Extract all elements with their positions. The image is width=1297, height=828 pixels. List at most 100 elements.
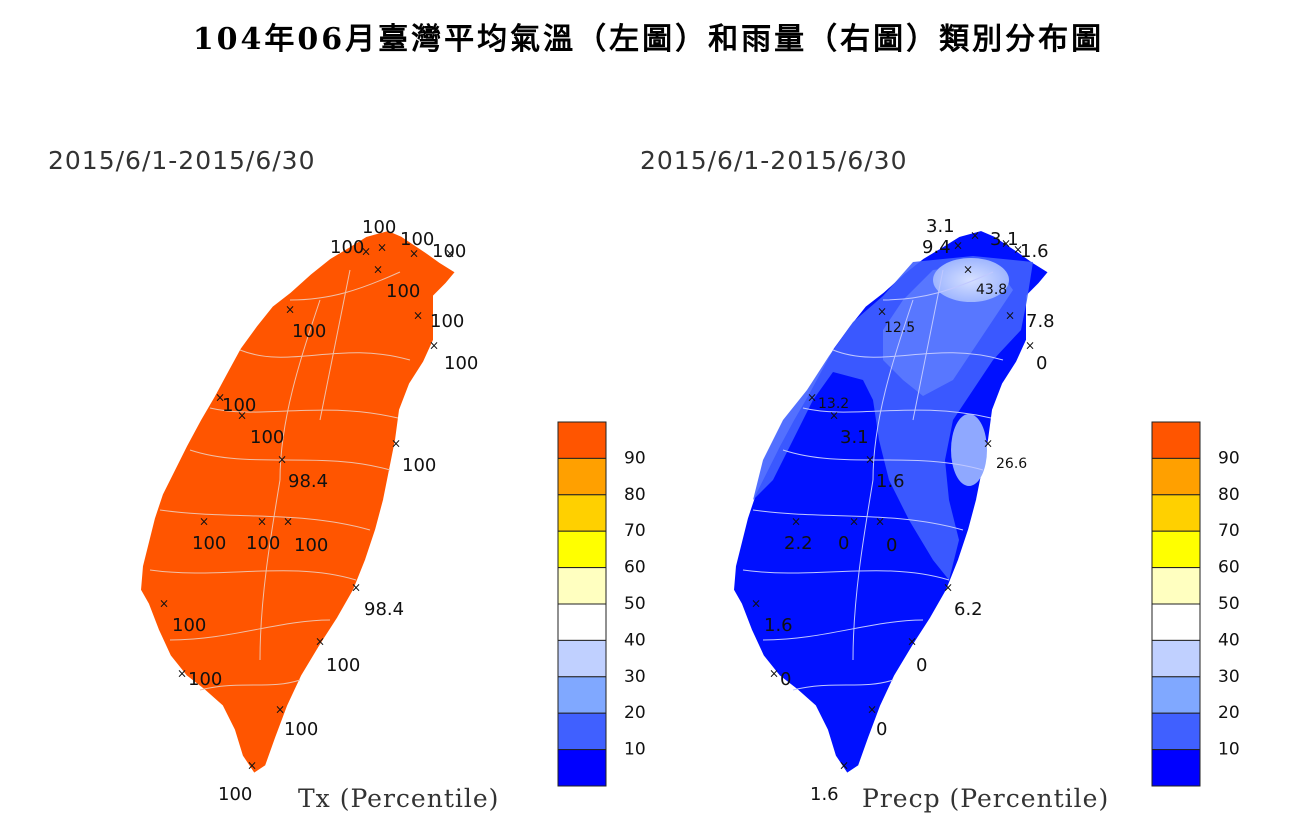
station-value: 0 xyxy=(780,669,791,690)
temperature-legend: 90 80 70 60 50 40 30 20 10 xyxy=(557,421,646,787)
legend-label: 80 xyxy=(624,485,646,505)
station-value: 100 xyxy=(222,395,256,416)
legend-label: 10 xyxy=(624,740,646,760)
legend-label: 90 xyxy=(1218,448,1240,468)
station-value: 43.8 xyxy=(976,282,1007,298)
station-value: 100 xyxy=(188,669,222,690)
station-value: 1.6 xyxy=(810,784,839,805)
legend-swatch xyxy=(1151,676,1201,714)
station-marker: × xyxy=(373,263,383,277)
station-value: 100 xyxy=(218,784,252,805)
station-value: 100 xyxy=(430,311,464,332)
legend-label: 10 xyxy=(1218,740,1240,760)
station-marker: × xyxy=(315,635,325,649)
legend-label: 30 xyxy=(1218,667,1240,687)
station-marker: × xyxy=(867,703,877,717)
temperature-date-range: 2015/6/1-2015/6/30 xyxy=(48,146,316,175)
station-value: 100 xyxy=(362,217,396,238)
station-value: 3.1 xyxy=(990,229,1019,250)
station-value: 0 xyxy=(838,533,849,554)
page-title: 104年06月臺灣平均氣溫（左圖）和雨量（右圖）類別分布圖 xyxy=(192,22,1105,57)
legend-swatch xyxy=(1151,603,1201,641)
legend-swatch xyxy=(557,494,607,532)
station-value: 9.4 xyxy=(922,237,951,258)
legend-label: 60 xyxy=(624,558,646,578)
station-value: 1.6 xyxy=(1020,241,1049,262)
temperature-stations: ×100×100 ×100×100×100×100× 100×100×100×100… xyxy=(159,217,478,805)
temperature-legend-title: Tx (Percentile) xyxy=(298,784,500,813)
station-value: 12.5 xyxy=(884,320,915,336)
station-value: 100 xyxy=(402,455,436,476)
station-marker: × xyxy=(1025,339,1035,353)
legend-label: 70 xyxy=(1218,521,1240,541)
precipitation-date-range: 2015/6/1-2015/6/30 xyxy=(640,146,908,175)
station-value: 1.6 xyxy=(876,471,905,492)
station-marker: × xyxy=(791,515,801,529)
station-marker: × xyxy=(275,703,285,717)
station-marker: × xyxy=(751,597,761,611)
legend-swatch xyxy=(1151,530,1201,569)
station-value: 26.6 xyxy=(996,456,1027,472)
precipitation-legend-title: Precp (Percentile) xyxy=(862,784,1110,813)
station-marker: × xyxy=(943,581,953,595)
county-boundaries-temperature xyxy=(149,269,411,691)
legend-swatch xyxy=(557,603,607,641)
station-marker: × xyxy=(877,305,887,319)
station-marker: × xyxy=(159,597,169,611)
station-value: 6.2 xyxy=(954,599,983,620)
station-marker: × xyxy=(377,241,387,255)
station-value: 0 xyxy=(886,535,897,556)
station-marker: × xyxy=(215,391,225,405)
legend-label: 20 xyxy=(1218,703,1240,723)
legend-label: 90 xyxy=(624,448,646,468)
station-marker: × xyxy=(247,759,257,773)
legend-swatch xyxy=(557,567,607,605)
station-marker: × xyxy=(875,515,885,529)
station-value: 1.6 xyxy=(764,615,793,636)
station-value: 100 xyxy=(326,655,360,676)
station-marker: × xyxy=(199,515,209,529)
county-boundaries-precipitation xyxy=(742,269,1004,691)
legend-label: 50 xyxy=(1218,594,1240,614)
legend-label: 20 xyxy=(624,703,646,723)
precip-zone-40 xyxy=(951,414,987,486)
station-marker: × xyxy=(970,229,980,243)
station-value: 100 xyxy=(294,535,328,556)
station-value: 100 xyxy=(330,237,364,258)
station-marker: × xyxy=(839,759,849,773)
station-value: 100 xyxy=(432,241,466,262)
legend-swatch xyxy=(1151,712,1201,751)
legend-label: 70 xyxy=(624,521,646,541)
station-value: 100 xyxy=(284,719,318,740)
legend-swatch xyxy=(1151,567,1201,605)
station-value: 100 xyxy=(172,615,206,636)
legend-label: 40 xyxy=(1218,630,1240,650)
station-marker: × xyxy=(177,667,187,681)
station-marker: × xyxy=(361,245,371,259)
station-marker: × xyxy=(277,453,287,467)
legend-swatch xyxy=(1151,421,1201,459)
station-marker: × xyxy=(1001,237,1011,251)
station-value: 100 xyxy=(386,281,420,302)
station-marker: × xyxy=(409,247,419,261)
taiwan-outline-temperature xyxy=(139,229,457,775)
station-marker: × xyxy=(983,437,993,451)
station-marker: × xyxy=(907,635,917,649)
station-value: 0 xyxy=(1036,353,1047,374)
station-marker: × xyxy=(351,581,361,595)
legend-swatch xyxy=(557,749,607,787)
station-value: 0 xyxy=(916,655,927,676)
station-marker: × xyxy=(413,309,423,323)
station-marker: × xyxy=(429,339,439,353)
station-value: 3.1 xyxy=(840,427,869,448)
precipitation-map xyxy=(732,229,1050,775)
station-value: 3.1 xyxy=(926,216,955,237)
station-marker: × xyxy=(807,391,817,405)
legend-label: 30 xyxy=(624,667,646,687)
temperature-map xyxy=(139,229,457,775)
station-value: 100 xyxy=(292,321,326,342)
legend-label: 40 xyxy=(624,630,646,650)
station-value: 0 xyxy=(876,719,887,740)
station-marker: × xyxy=(963,263,973,277)
